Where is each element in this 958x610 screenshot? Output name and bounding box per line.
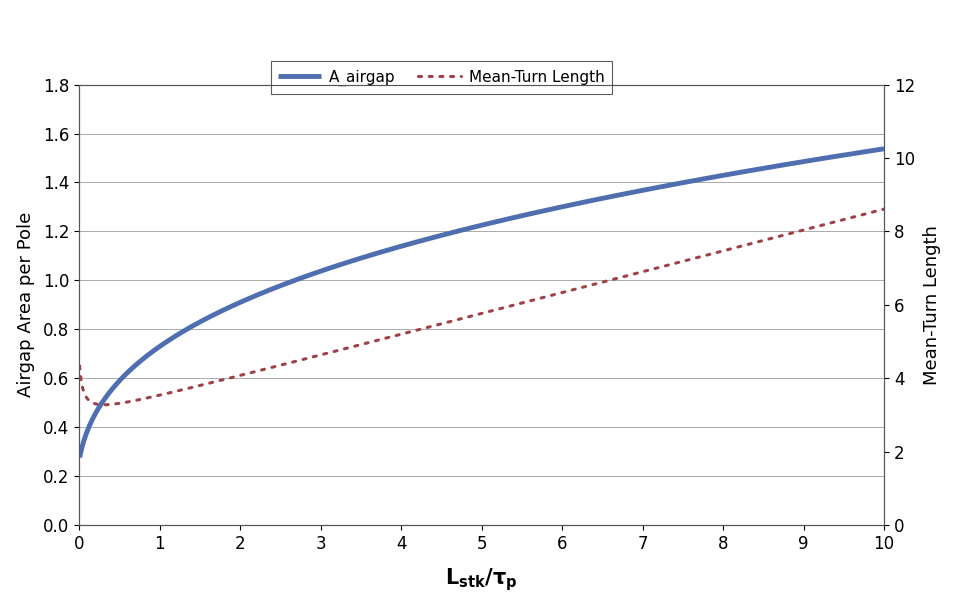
Mean-Turn Length <box>878 206 890 213</box>
Mean-Turn Length <box>418 325 429 332</box>
Mean-Turn Length <box>776 232 787 239</box>
A_airgap <box>74 454 85 461</box>
A_airgap <box>878 145 890 152</box>
A_airgap <box>166 335 177 342</box>
Line: A_airgap: A_airgap <box>80 149 884 458</box>
A_airgap <box>417 237 428 244</box>
Mean-Turn Length <box>74 362 85 370</box>
Mean-Turn Length <box>382 334 394 341</box>
Y-axis label: Mean-Turn Length: Mean-Turn Length <box>924 225 942 385</box>
A_airgap <box>214 309 225 316</box>
Mean-Turn Length <box>863 209 875 217</box>
Y-axis label: Airgap Area per Pole: Airgap Area per Pole <box>16 212 34 397</box>
Line: Mean-Turn Length: Mean-Turn Length <box>80 209 884 405</box>
A_airgap <box>862 148 874 155</box>
A_airgap <box>382 246 394 254</box>
X-axis label: $\mathbf{L_{stk}/\tau_p}$: $\mathbf{L_{stk}/\tau_p}$ <box>445 567 518 594</box>
Mean-Turn Length <box>166 389 177 396</box>
Legend: A_airgap, Mean-Turn Length: A_airgap, Mean-Turn Length <box>271 62 612 94</box>
Mean-Turn Length <box>214 377 225 384</box>
A_airgap <box>776 162 787 169</box>
Mean-Turn Length <box>98 401 109 409</box>
